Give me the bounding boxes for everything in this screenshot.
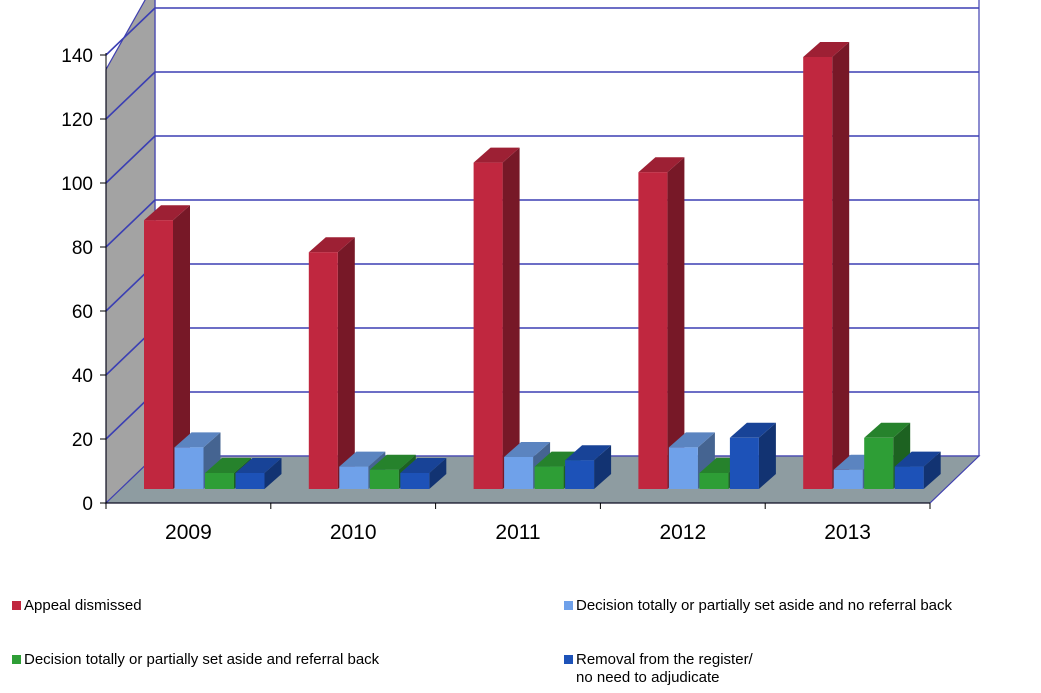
bar-top bbox=[504, 442, 551, 457]
bar-front bbox=[174, 447, 204, 489]
bar-top bbox=[339, 451, 386, 467]
bar-side bbox=[667, 157, 685, 489]
bar-front bbox=[638, 172, 668, 489]
bar-front bbox=[833, 469, 863, 489]
bar-top bbox=[894, 451, 941, 467]
bar-2009-series-3 bbox=[235, 458, 282, 489]
bar-side bbox=[832, 42, 850, 489]
x-tick-label: 2009 bbox=[165, 521, 212, 544]
bar-front bbox=[308, 252, 338, 489]
bar-top bbox=[565, 445, 612, 461]
bar-top bbox=[400, 458, 447, 473]
bar-front bbox=[235, 473, 265, 489]
bar-front bbox=[699, 473, 729, 489]
bar-top bbox=[668, 432, 715, 448]
gridline-side bbox=[105, 71, 156, 120]
bar-side bbox=[264, 458, 282, 489]
bar-top bbox=[803, 42, 850, 57]
bar-2011-series-0 bbox=[473, 147, 520, 489]
bar-2012-series-1 bbox=[668, 432, 715, 489]
bar-front bbox=[894, 466, 924, 489]
bar-front bbox=[565, 460, 595, 489]
bar-top bbox=[205, 458, 251, 473]
bar-2009-series-1 bbox=[174, 432, 221, 489]
bar-2013-series-3 bbox=[894, 451, 941, 489]
bar-top bbox=[144, 205, 190, 221]
bar-2009-series-0 bbox=[144, 205, 190, 489]
x-tick-label: 2010 bbox=[330, 521, 377, 544]
bar-side bbox=[594, 445, 612, 489]
bar-top bbox=[534, 451, 581, 467]
bar-front bbox=[205, 473, 234, 489]
back-wall bbox=[154, 0, 980, 457]
bar-front bbox=[803, 57, 833, 489]
gridline-side bbox=[105, 7, 156, 56]
y-tick-label: 120 bbox=[61, 110, 93, 131]
bar-top bbox=[638, 157, 685, 173]
bar-front bbox=[339, 466, 369, 489]
y-tick-label: 60 bbox=[72, 302, 93, 323]
x-tick-label: 2011 bbox=[495, 521, 540, 544]
bar-front bbox=[369, 469, 399, 489]
bar-top bbox=[235, 458, 282, 473]
y-tick-label: 140 bbox=[61, 46, 93, 67]
bar-2012-series-0 bbox=[638, 157, 685, 489]
bar-side bbox=[502, 147, 520, 489]
bar-2012-series-3 bbox=[729, 422, 776, 489]
y-tick-label: 100 bbox=[61, 174, 93, 195]
bar-2011-series-3 bbox=[565, 445, 612, 489]
bar-front bbox=[473, 162, 503, 489]
bar-2013-series-0 bbox=[803, 42, 850, 489]
bar-2010-series-3 bbox=[400, 458, 447, 489]
x-tick-label: 2013 bbox=[824, 521, 871, 544]
bar-front bbox=[729, 437, 759, 489]
bar-front bbox=[534, 466, 564, 489]
y-tick-label: 20 bbox=[72, 430, 93, 451]
bar-side bbox=[758, 422, 776, 489]
gridline-side bbox=[105, 199, 156, 248]
bar-side bbox=[429, 458, 447, 489]
bar-top bbox=[174, 432, 221, 448]
bar-front bbox=[504, 457, 534, 489]
bar-top bbox=[473, 147, 520, 163]
bar-front bbox=[864, 437, 894, 489]
bar-side bbox=[923, 451, 941, 489]
chart-bars bbox=[144, 42, 941, 489]
y-tick-label: 40 bbox=[72, 366, 93, 387]
bar-top bbox=[729, 422, 776, 438]
bar-side bbox=[337, 237, 355, 489]
chart-axes: 0 20 40 60 80 100 120 140 2009 2010 2011 2012 2013 bbox=[61, 46, 931, 544]
bar-top bbox=[369, 454, 416, 470]
bar-top bbox=[864, 422, 911, 438]
y-tick-label: 80 bbox=[72, 238, 93, 259]
bar-top bbox=[308, 237, 355, 253]
bar-side bbox=[173, 205, 190, 489]
gridline-side bbox=[105, 135, 156, 184]
x-tick-label: 2012 bbox=[659, 521, 706, 544]
bar-2010-series-0 bbox=[308, 237, 355, 489]
bar-front bbox=[144, 220, 173, 489]
bar-front bbox=[400, 473, 430, 489]
y-tick-label: 0 bbox=[82, 494, 93, 515]
bar-front bbox=[668, 447, 698, 489]
